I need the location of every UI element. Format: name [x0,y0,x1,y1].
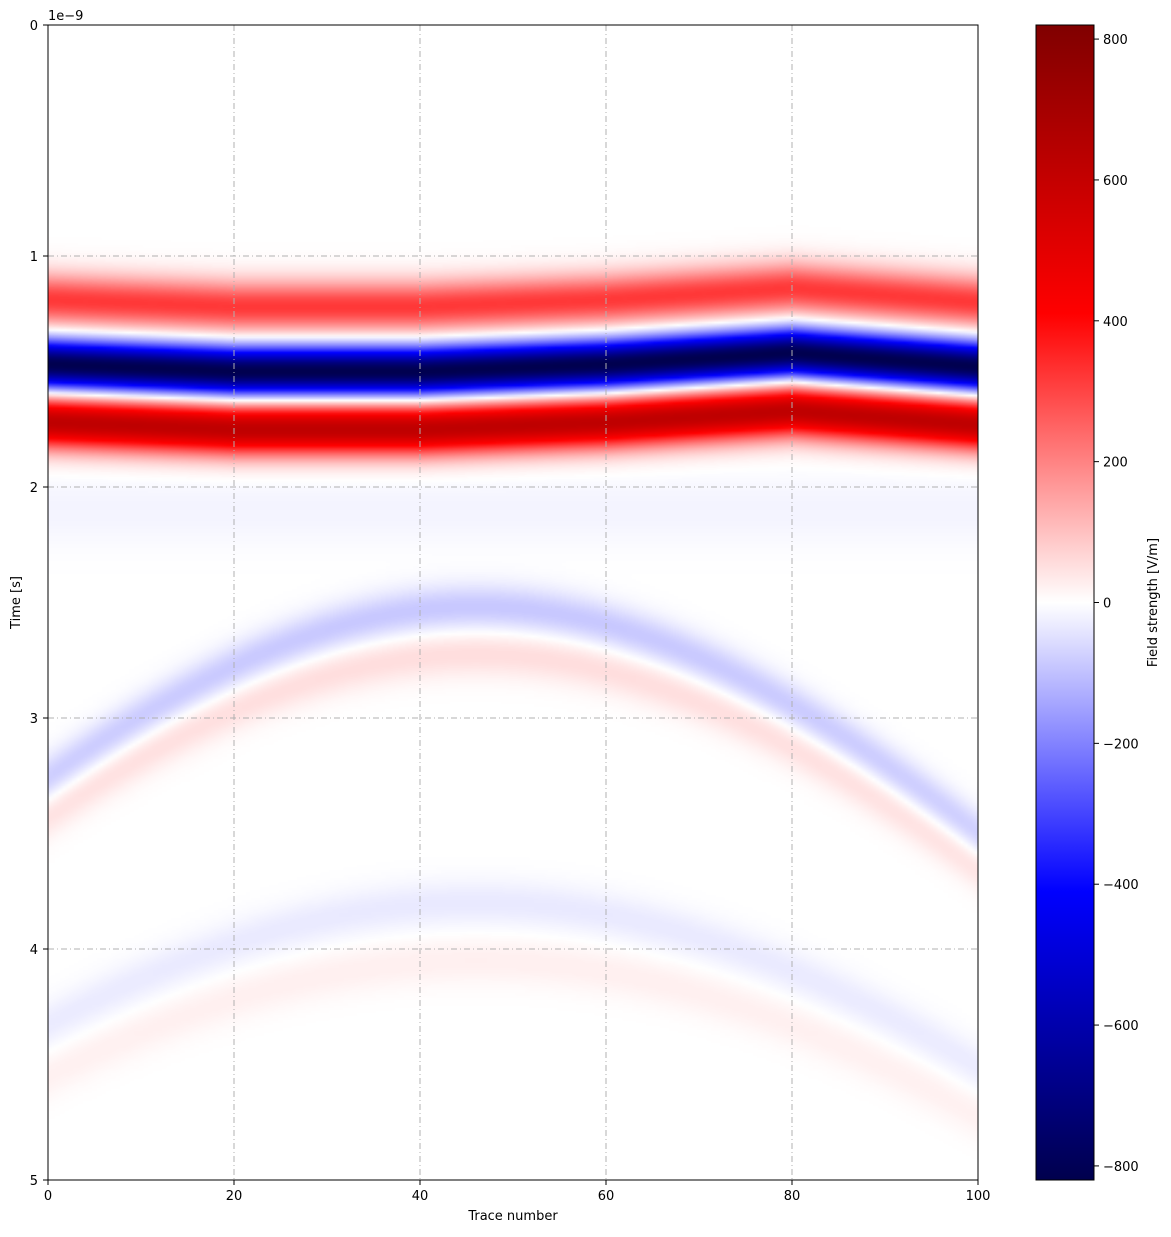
y-tick-label: 2 [30,481,38,496]
x-axis-label: Trace number [467,1209,558,1224]
y-offset-text: 1e−9 [48,9,83,24]
y-axis-ticks: 0 1 2 3 4 5 [30,19,48,1189]
colorbar-tick-label: −800 [1103,1160,1139,1175]
colorbar-tick-label: 400 [1103,315,1128,330]
colorbar-ticks: 800 600 400 200 0 −200 −400 −600 −800 [1094,33,1139,1175]
x-axis-ticks: 0 20 40 60 80 100 [44,1180,991,1204]
y-tick-label: 4 [30,943,38,958]
colorbar-tick-label: −400 [1103,878,1139,893]
x-tick-label: 40 [412,1189,429,1204]
colorbar-tick-label: 200 [1103,456,1128,471]
x-tick-label: 0 [44,1189,52,1204]
colorbar-tick-label: −600 [1103,1019,1139,1034]
x-tick-label: 80 [784,1189,801,1204]
y-tick-label: 5 [30,1174,38,1189]
y-tick-label: 3 [30,712,38,727]
colorbar-tick-label: 800 [1103,33,1128,48]
x-tick-label: 100 [966,1189,991,1204]
colorbar-label: Field strength [V/m] [1146,538,1161,667]
colorbar [1035,24,1095,1181]
plot-frame [47,24,979,1181]
x-tick-label: 60 [598,1189,615,1204]
heatmap-image [48,25,978,1180]
y-tick-label: 0 [30,19,38,34]
y-tick-label: 1 [30,250,38,265]
y-axis-label: Time [s] [9,576,24,630]
colorbar-tick-label: −200 [1103,737,1139,752]
x-tick-label: 20 [226,1189,243,1204]
colorbar-tick-label: 600 [1103,174,1128,189]
colorbar-tick-label: 0 [1103,597,1111,612]
